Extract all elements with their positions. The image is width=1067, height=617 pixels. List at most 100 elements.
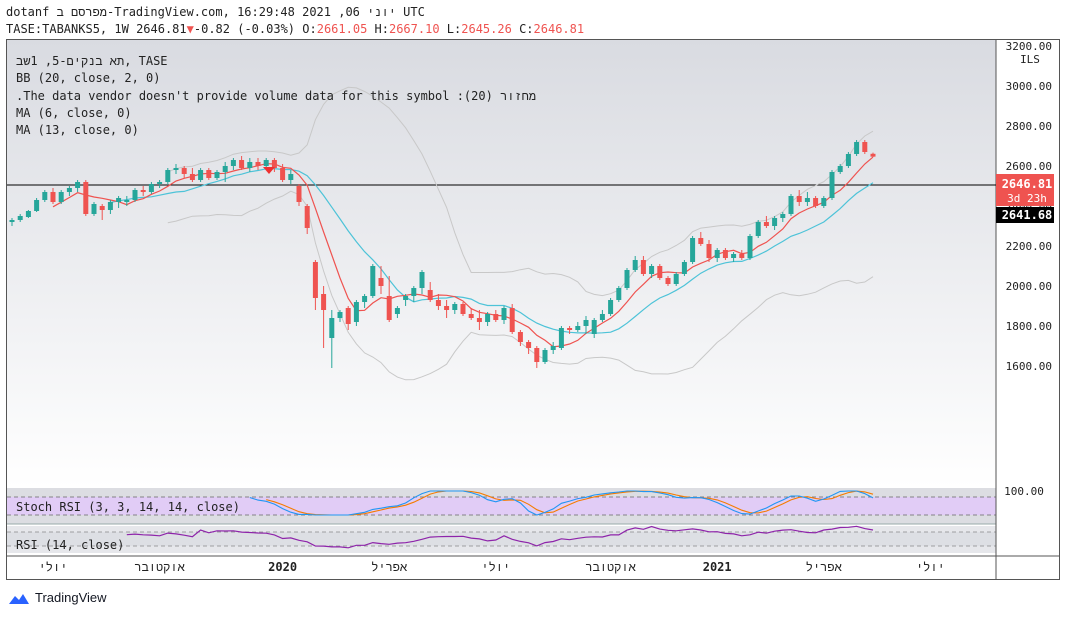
candle[interactable] bbox=[476, 310, 482, 330]
tradingview-logo[interactable]: TradingView bbox=[8, 590, 107, 605]
candle[interactable] bbox=[731, 252, 737, 262]
candle[interactable] bbox=[517, 330, 523, 346]
candle[interactable] bbox=[394, 306, 400, 318]
candle[interactable] bbox=[58, 190, 64, 204]
candle[interactable] bbox=[542, 348, 548, 364]
candle[interactable] bbox=[845, 152, 851, 168]
candle[interactable] bbox=[665, 276, 671, 286]
candle[interactable] bbox=[132, 188, 138, 202]
candle[interactable] bbox=[42, 190, 48, 202]
candle[interactable] bbox=[747, 234, 753, 260]
candle[interactable] bbox=[419, 270, 425, 294]
candle[interactable] bbox=[690, 236, 696, 264]
candle[interactable] bbox=[608, 298, 614, 316]
candle[interactable] bbox=[526, 340, 532, 354]
candle[interactable] bbox=[50, 188, 56, 204]
candle[interactable] bbox=[444, 300, 450, 318]
candle[interactable] bbox=[739, 250, 745, 260]
candle[interactable] bbox=[312, 260, 318, 310]
candle[interactable] bbox=[599, 310, 605, 322]
candle[interactable] bbox=[558, 326, 564, 350]
candle[interactable] bbox=[255, 158, 261, 170]
candle[interactable] bbox=[247, 158, 253, 172]
candle[interactable] bbox=[181, 166, 187, 178]
candle[interactable] bbox=[66, 186, 72, 196]
candle[interactable] bbox=[239, 156, 245, 170]
candle[interactable] bbox=[534, 346, 540, 368]
candle[interactable] bbox=[9, 218, 15, 226]
candle[interactable] bbox=[714, 248, 720, 262]
candle[interactable] bbox=[329, 310, 335, 368]
price-axis[interactable]: 3200.003000.002800.002600.002400.002200.… bbox=[1006, 40, 1052, 373]
candle[interactable] bbox=[501, 306, 507, 324]
candle[interactable] bbox=[854, 140, 860, 156]
candle[interactable] bbox=[780, 212, 786, 222]
candle[interactable] bbox=[837, 164, 843, 174]
candle[interactable] bbox=[214, 170, 220, 180]
candle[interactable] bbox=[280, 164, 286, 182]
candle[interactable] bbox=[148, 182, 154, 194]
candle[interactable] bbox=[230, 158, 236, 170]
candle[interactable] bbox=[321, 286, 327, 348]
candle[interactable] bbox=[25, 210, 31, 218]
candle[interactable] bbox=[616, 286, 622, 302]
candle[interactable] bbox=[509, 304, 515, 334]
candle[interactable] bbox=[657, 264, 663, 280]
candle[interactable] bbox=[575, 322, 581, 332]
candle[interactable] bbox=[772, 216, 778, 230]
candle[interactable] bbox=[567, 326, 573, 334]
candle[interactable] bbox=[624, 268, 630, 290]
candle[interactable] bbox=[452, 302, 458, 314]
candle[interactable] bbox=[345, 306, 351, 330]
candle[interactable] bbox=[468, 308, 474, 320]
candle[interactable] bbox=[493, 310, 499, 322]
symbol-label[interactable]: TASE:TABANKS5, 1W bbox=[6, 22, 129, 36]
candles[interactable] bbox=[9, 140, 876, 368]
candle[interactable] bbox=[337, 310, 343, 322]
candle[interactable] bbox=[296, 184, 302, 206]
candle[interactable] bbox=[304, 204, 310, 234]
candle[interactable] bbox=[681, 260, 687, 276]
candle[interactable] bbox=[34, 198, 40, 212]
candle[interactable] bbox=[591, 318, 597, 338]
candle[interactable] bbox=[722, 248, 728, 260]
candle[interactable] bbox=[706, 240, 712, 262]
candle[interactable] bbox=[403, 294, 409, 306]
candle[interactable] bbox=[263, 158, 269, 168]
candle[interactable] bbox=[829, 170, 835, 200]
candle[interactable] bbox=[821, 196, 827, 208]
time-axis[interactable]: יולי אוקטובר 2020 אפריל יולי אוקטובר 2021 אפריל… bbox=[39, 560, 945, 574]
candle[interactable] bbox=[370, 264, 376, 298]
candle[interactable] bbox=[353, 300, 359, 326]
candle[interactable] bbox=[755, 220, 761, 238]
candle[interactable] bbox=[124, 196, 130, 206]
candle[interactable] bbox=[698, 232, 704, 246]
candle[interactable] bbox=[378, 266, 384, 294]
candle[interactable] bbox=[813, 196, 819, 208]
candle[interactable] bbox=[91, 202, 97, 216]
candle[interactable] bbox=[17, 214, 23, 222]
candle[interactable] bbox=[411, 286, 417, 302]
candle[interactable] bbox=[386, 276, 392, 322]
candle[interactable] bbox=[435, 294, 441, 310]
candle[interactable] bbox=[862, 140, 868, 154]
candle[interactable] bbox=[157, 180, 163, 188]
candle[interactable] bbox=[362, 294, 368, 308]
candle[interactable] bbox=[198, 168, 204, 182]
candle[interactable] bbox=[427, 282, 433, 302]
candle[interactable] bbox=[550, 342, 556, 354]
candle[interactable] bbox=[485, 312, 491, 326]
candle[interactable] bbox=[673, 272, 679, 286]
candle[interactable] bbox=[75, 180, 81, 192]
candle[interactable] bbox=[83, 180, 89, 216]
candle[interactable] bbox=[804, 192, 810, 206]
candle[interactable] bbox=[206, 168, 212, 180]
candle[interactable] bbox=[99, 204, 105, 220]
candle[interactable] bbox=[107, 200, 113, 214]
candle[interactable] bbox=[870, 152, 876, 157]
candle[interactable] bbox=[173, 164, 179, 174]
candle[interactable] bbox=[640, 256, 646, 276]
candle[interactable] bbox=[165, 168, 171, 184]
candle[interactable] bbox=[460, 302, 466, 316]
